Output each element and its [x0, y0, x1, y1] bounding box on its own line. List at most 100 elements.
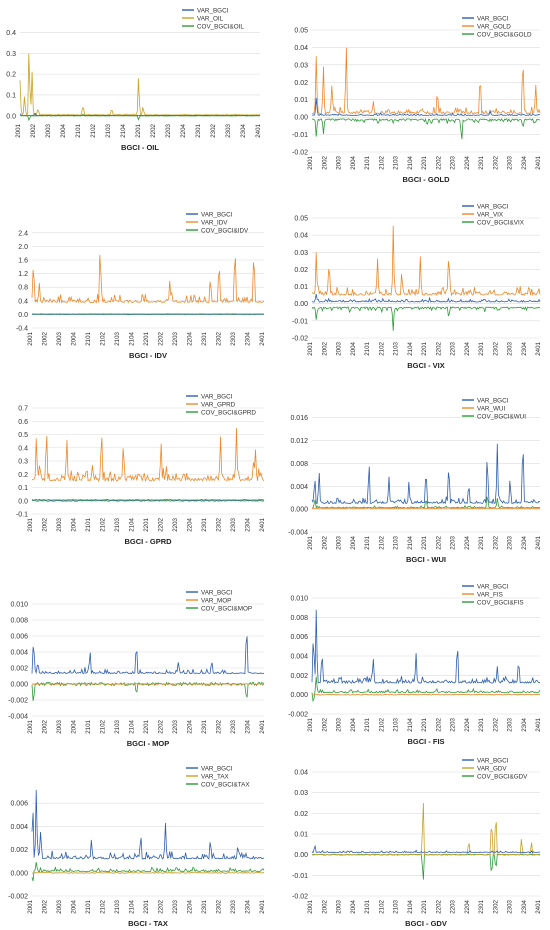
y-tick-label: 0.006	[10, 634, 28, 641]
y-tick-label: 0.8	[18, 285, 28, 292]
x-tick-label: 2101	[364, 155, 371, 169]
x-tick-label: 2104	[407, 899, 414, 913]
x-tick-label: 2302	[216, 331, 223, 345]
y-tick-label: 0.006	[290, 634, 308, 641]
y-tick-label: -0.01	[292, 132, 308, 139]
x-tick-label: 2202	[158, 899, 165, 913]
x-tick-label: 2202	[435, 155, 442, 169]
legend-label: VAR_GOLD	[477, 23, 511, 30]
x-tick-label: 2001	[27, 899, 34, 913]
legend-label: VAR_VIX	[477, 211, 504, 218]
y-tick-label: -0.01	[292, 318, 308, 325]
x-tick-label: 2103	[114, 331, 121, 345]
x-tick-label: 2104	[407, 155, 414, 169]
y-tick-label: 0.006	[10, 801, 28, 808]
y-tick-label: 0.04	[294, 233, 308, 240]
x-tick-label: 2203	[172, 517, 179, 531]
x-tick-label: 2303	[507, 717, 514, 731]
y-tick-label: -0.1	[16, 512, 28, 519]
x-tick-label: 2104	[120, 123, 127, 137]
x-tick-label: 2202	[158, 331, 165, 345]
legend-label: VAR_IDV	[201, 219, 228, 226]
x-tick-label: 2303	[230, 517, 237, 531]
x-tick-label: 2204	[464, 535, 471, 549]
x-tick-label: 2302	[210, 123, 217, 137]
x-tick-label: 2204	[187, 331, 194, 345]
chart-title: BGCI - GDV	[405, 919, 447, 928]
y-tick-label: 0.05	[294, 28, 308, 35]
x-tick-label: 2303	[230, 899, 237, 913]
series-line	[31, 871, 265, 874]
x-tick-label: 2304	[245, 517, 252, 531]
x-tick-label: 2301	[195, 123, 202, 137]
legend-label: VAR_BGCI	[477, 583, 509, 590]
x-tick-label: 2302	[492, 341, 499, 355]
x-tick-label: 2103	[393, 535, 400, 549]
x-tick-label: 2302	[492, 717, 499, 731]
x-tick-label: 2302	[492, 899, 499, 913]
x-tick-label: 2401	[259, 517, 266, 531]
y-tick-label: 0.004	[290, 654, 308, 661]
y-tick-label: 0.004	[10, 650, 28, 657]
chart-title: BGCI - TAX	[128, 919, 168, 928]
y-tick-label: 0.3	[18, 459, 28, 466]
x-tick-label: 2102	[378, 535, 385, 549]
y-tick-label: 0.0	[18, 498, 28, 505]
x-tick-label: 2201	[421, 155, 428, 169]
x-tick-label: 2203	[450, 899, 457, 913]
legend-label: COV_BGCI&GPRD	[201, 409, 256, 416]
x-tick-label: 2102	[100, 331, 107, 345]
legend-label: COV_BGCI&WUI	[477, 413, 526, 420]
x-tick-label: 2203	[450, 155, 457, 169]
y-tick-label: 0.002	[290, 673, 308, 680]
x-tick-label: 2001	[27, 719, 34, 733]
x-tick-label: 2304	[521, 535, 528, 549]
series-line	[311, 443, 541, 505]
y-tick-label: -0.02	[292, 336, 308, 343]
x-tick-label: 2104	[129, 331, 136, 345]
legend-label: COV_BGCI&MOP	[201, 605, 252, 612]
x-tick-label: 2201	[421, 535, 428, 549]
x-tick-label: 2303	[507, 155, 514, 169]
legend-label: VAR_MOP	[201, 597, 231, 604]
x-tick-label: 2304	[521, 155, 528, 169]
x-tick-label: 2302	[216, 899, 223, 913]
x-tick-label: 2002	[321, 155, 328, 169]
x-tick-label: 2104	[129, 899, 136, 913]
x-tick-label: 2401	[535, 155, 542, 169]
x-tick-label: 2304	[521, 717, 528, 731]
legend-label: COV_BGCI&IDV	[201, 227, 249, 234]
x-tick-label: 2002	[42, 331, 49, 345]
series-line	[311, 802, 541, 856]
x-tick-label: 2304	[521, 341, 528, 355]
x-tick-label: 2101	[85, 331, 92, 345]
y-tick-label: 0.1	[18, 485, 28, 492]
y-tick-label: 0.008	[10, 618, 28, 625]
x-tick-label: 2401	[259, 331, 266, 345]
x-tick-label: 2004	[350, 717, 357, 731]
x-tick-label: 2204	[187, 899, 194, 913]
y-tick-label: 0.008	[290, 461, 308, 468]
chart-title: BGCI - WUI	[406, 555, 446, 564]
x-tick-label: 2004	[71, 331, 78, 345]
x-tick-label: 2401	[259, 899, 266, 913]
x-tick-label: 2103	[114, 719, 121, 733]
x-tick-label: 2004	[71, 719, 78, 733]
y-tick-label: -0.004	[288, 530, 308, 537]
x-tick-label: 2201	[421, 341, 428, 355]
legend-label: COV_BGCI&GDV	[477, 773, 528, 780]
chart-panel: 0.010 0.008 0.006 0.004 0.002 0.000 -0.0022001…	[288, 583, 542, 746]
y-tick-label: 0.000	[290, 692, 308, 699]
x-tick-label: 2104	[407, 535, 414, 549]
y-tick-label: -0.01	[292, 873, 308, 880]
legend-label: VAR_BGCI	[477, 757, 509, 764]
x-tick-label: 2401	[535, 899, 542, 913]
x-tick-label: 2003	[56, 719, 63, 733]
x-tick-label: 2102	[100, 719, 107, 733]
x-tick-label: 2101	[75, 123, 82, 137]
x-tick-label: 2201	[143, 899, 150, 913]
y-tick-label: 0.2	[6, 72, 16, 79]
